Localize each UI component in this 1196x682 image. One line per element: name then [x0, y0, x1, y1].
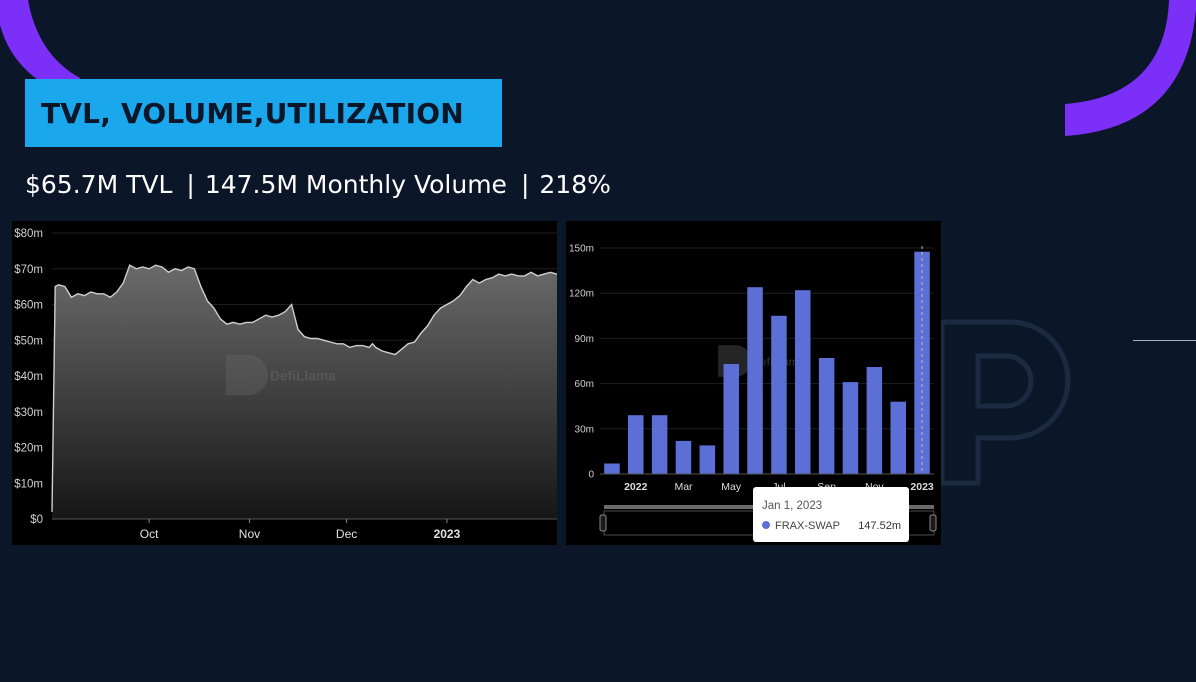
tooltip-series-name: FRAX-SWAP: [775, 520, 840, 532]
x-tick-label: Mar: [674, 481, 693, 493]
stat-tvl: $65.7M TVL: [25, 170, 173, 199]
volume-chart-panel: 030m60m90m120m150mDefiLlama2022MarMayJul…: [566, 221, 941, 545]
stat-utilization: 218%: [539, 170, 611, 199]
tooltip-date: Jan 1, 2023: [762, 500, 822, 512]
tooltip-value: 147.52m: [858, 520, 901, 532]
zoom-handle-right[interactable]: [929, 514, 937, 532]
watermark-text: DefiLlama: [270, 369, 336, 384]
volume-bar: [699, 445, 716, 474]
volume-bar: [675, 440, 692, 474]
tooltip-series-dot: [762, 521, 770, 529]
zoom-handle-left[interactable]: [599, 514, 607, 532]
x-tick-label: Oct: [140, 527, 159, 541]
volume-bar: [890, 401, 906, 474]
decorative-line: [1133, 340, 1196, 341]
stat-separator: |: [520, 170, 530, 199]
x-tick-label: Nov: [239, 527, 260, 541]
volume-bar: [842, 382, 859, 474]
y-tick-label: 30m: [575, 424, 594, 435]
x-tick-label: 2023: [910, 481, 934, 493]
tooltip-box: [753, 487, 909, 542]
y-tick-label: $40m: [14, 371, 43, 383]
volume-bar: [866, 367, 883, 474]
y-tick-label: $50m: [14, 335, 43, 347]
decorative-arc-top-right: [1065, 0, 1196, 136]
y-tick-label: $20m: [14, 443, 43, 455]
llama-icon: [225, 354, 269, 396]
slide-title: TVL, VOLUME,UTILIZATION: [41, 97, 464, 130]
volume-bar: [628, 415, 644, 474]
volume-bar: [747, 287, 763, 474]
x-tick-label: 2023: [434, 527, 461, 541]
y-tick-label: 0: [588, 470, 594, 481]
y-tick-label: 150m: [569, 244, 594, 255]
tvl-line: [51, 264, 558, 512]
x-tick-label: 2022: [624, 481, 648, 493]
stat-volume: 147.5M Monthly Volume: [204, 170, 507, 199]
tvl-chart-panel: $0 $10m $20m $30m $40m $50m $60m $70m $80m Oct Nov…: [12, 221, 558, 545]
y-tick-label: $10m: [14, 478, 43, 490]
x-tick-label: May: [721, 481, 742, 493]
volume-bar: [651, 415, 668, 474]
volume-bar: [795, 290, 811, 474]
volume-bar: [723, 364, 739, 474]
defillama-watermark: DefiLlama: [225, 354, 336, 396]
title-banner: TVL, VOLUME,UTILIZATION: [25, 79, 502, 147]
y-tick-label: 60m: [575, 379, 594, 390]
stats-line: $65.7M TVL | 147.5M Monthly Volume | 218%: [25, 170, 611, 199]
y-tick-label: 120m: [569, 289, 594, 300]
tvl-chart: $0 $10m $20m $30m $40m $50m $60m $70m $80m Oct Nov…: [14, 228, 558, 541]
y-tick-label: $60m: [14, 300, 43, 312]
x-tick-label: Dec: [336, 527, 357, 541]
y-tick-label: $70m: [14, 264, 43, 276]
y-tick-label: $30m: [14, 407, 43, 419]
tvl-area: [52, 265, 557, 519]
y-tick-label: $0: [30, 514, 43, 526]
decorative-arc-top-left: [0, 0, 80, 100]
stat-separator: |: [186, 170, 195, 199]
y-tick-label: $80m: [14, 228, 43, 240]
volume-bar: [604, 463, 620, 474]
volume-bar: [818, 358, 835, 474]
volume-bar: [771, 315, 787, 474]
y-tick-label: 90m: [575, 334, 594, 345]
decorative-p-outline: [940, 319, 1071, 486]
volume-chart: 030m60m90m120m150mDefiLlama2022MarMayJul…: [569, 244, 937, 542]
